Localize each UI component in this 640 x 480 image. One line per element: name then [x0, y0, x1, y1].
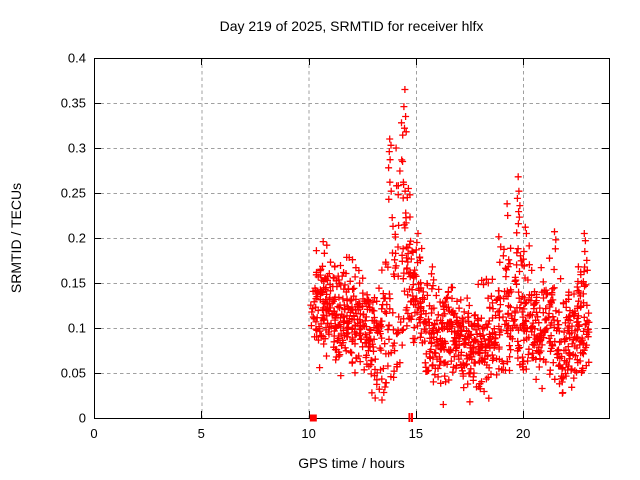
y-tick-label: 0 [79, 411, 86, 426]
x-tick-label: 0 [90, 426, 97, 441]
x-tick-label: 15 [409, 426, 423, 441]
axis-square-marker [309, 414, 317, 422]
y-tick-label: 0.1 [68, 321, 86, 336]
x-tick-label: 10 [301, 426, 315, 441]
scatter-points [307, 86, 593, 408]
y-tick-label: 0.15 [61, 276, 86, 291]
y-tick-label: 0.35 [61, 96, 86, 111]
y-tick-label: 0.05 [61, 366, 86, 381]
y-tick-label: 0.4 [68, 51, 86, 66]
y-tick-label: 0.2 [68, 231, 86, 246]
y-tick-label: 0.3 [68, 141, 86, 156]
x-axis-label: GPS time / hours [298, 455, 405, 471]
x-tick-label: 5 [198, 426, 205, 441]
y-tick-label: 0.25 [61, 186, 86, 201]
x-tick-label: 20 [516, 426, 530, 441]
chart-title: Day 219 of 2025, SRMTID for receiver hlf… [219, 18, 484, 34]
